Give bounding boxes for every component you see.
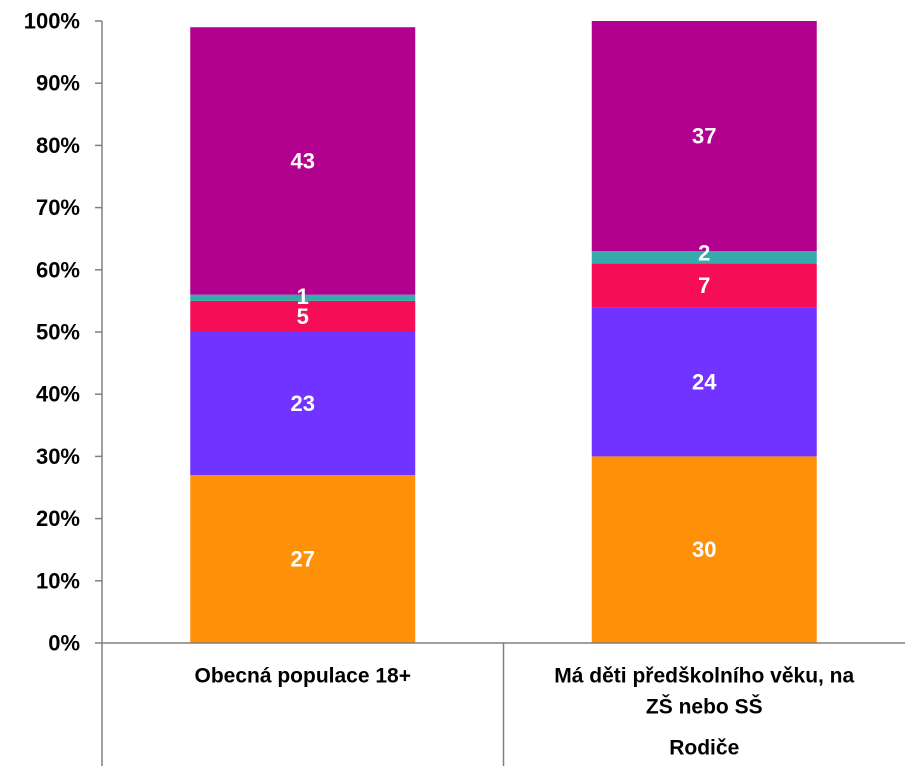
x-group-label: Rodiče — [669, 737, 739, 760]
bar-segment-1-2 — [591, 263, 817, 308]
x-category-label: ZŠ nebo SŠ — [646, 695, 763, 719]
bar-segment-0-0 — [190, 475, 416, 643]
segment-value-label: 5 — [297, 304, 309, 329]
segment-value-label: 27 — [291, 547, 315, 572]
y-tick-label: 40% — [36, 382, 80, 407]
segment-value-label: 43 — [291, 148, 315, 173]
bar-segment-1-4 — [591, 21, 817, 252]
y-tick-label: 100% — [24, 9, 80, 34]
y-tick-label: 50% — [36, 320, 80, 345]
segment-value-label: 1 — [297, 284, 309, 309]
y-tick-label: 70% — [36, 195, 80, 220]
x-category-label: Má děti předškolního věku, na — [554, 665, 854, 688]
bar-segment-0-4 — [190, 27, 416, 295]
bar-segment-1-3 — [591, 251, 817, 264]
x-axis-categories: Obecná populace 18+ Má děti předškolního … — [194, 665, 854, 760]
segment-value-label: 2 — [698, 241, 710, 266]
segment-value-label: 7 — [698, 273, 710, 298]
y-tick-label: 10% — [36, 568, 80, 593]
y-tick-label: 60% — [36, 257, 80, 282]
y-tick-label: 20% — [36, 506, 80, 531]
segment-value-label: 24 — [692, 369, 717, 394]
bar-segment-1-0 — [591, 456, 817, 643]
bar-segment-0-1 — [190, 332, 416, 476]
y-axis-ticks: 0% 10% 20% 30% 40% 50% 60% 70% 80% 90% 100% — [24, 9, 102, 656]
bar-segment-0-3 — [190, 294, 416, 301]
y-tick-label: 90% — [36, 71, 80, 96]
segment-value-label: 37 — [692, 124, 716, 149]
y-tick-label: 30% — [36, 444, 80, 469]
segment-labels: 27 23 51 43 30 24 7 2 37 — [291, 124, 718, 572]
bars — [190, 21, 817, 643]
bar-segment-1-1 — [591, 307, 817, 457]
y-tick-label: 0% — [48, 631, 80, 656]
x-category-label: Obecná populace 18+ — [194, 665, 411, 688]
bar-segment-0-2 — [190, 300, 416, 332]
y-tick-label: 80% — [36, 133, 80, 158]
segment-value-label: 23 — [291, 391, 315, 416]
segment-value-label: 30 — [692, 537, 716, 562]
